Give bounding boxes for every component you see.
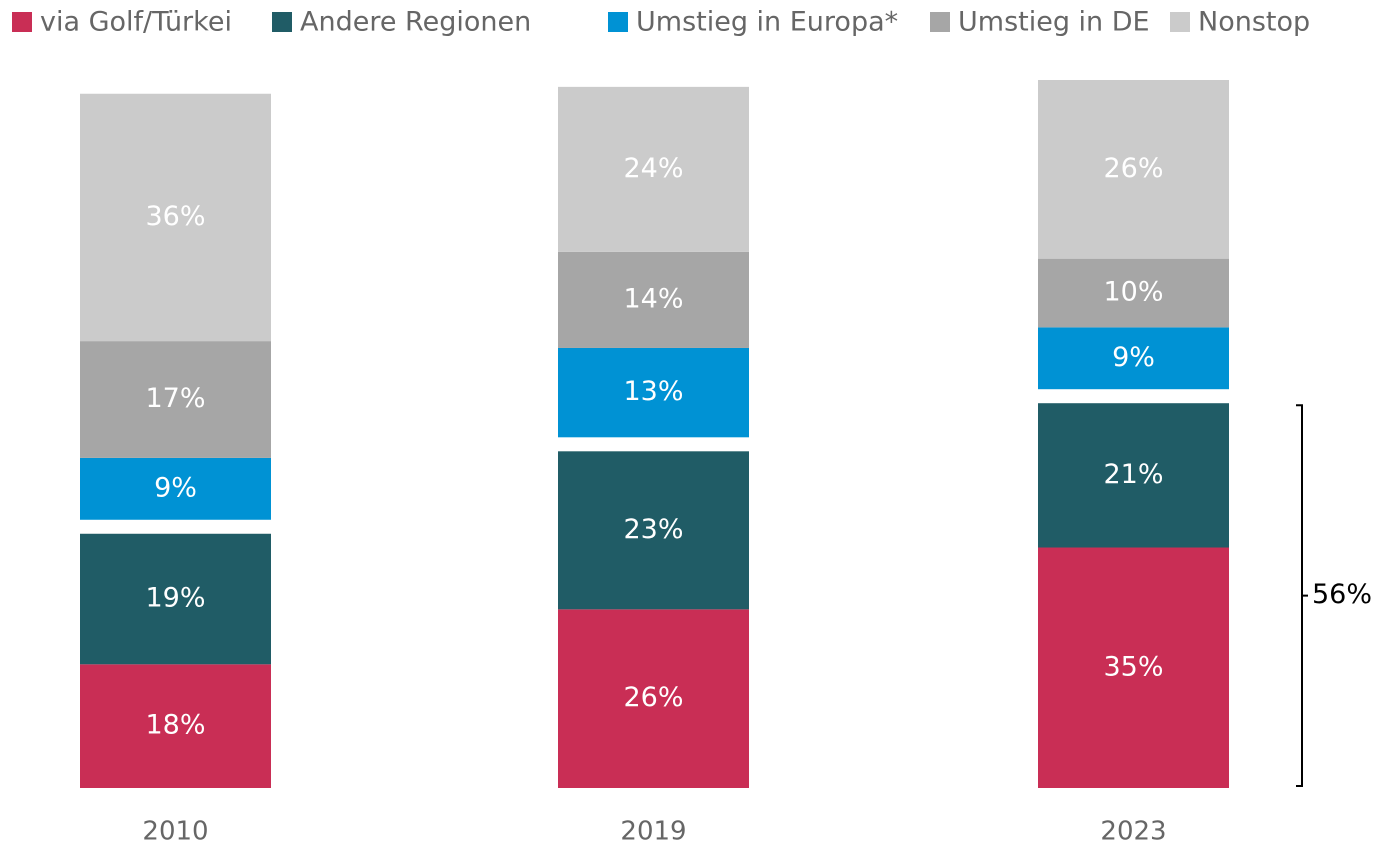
- bar-segment: [558, 609, 749, 788]
- value-label: 36%: [145, 201, 205, 232]
- legend-swatch: [1170, 12, 1190, 32]
- value-label: 14%: [623, 283, 683, 314]
- value-label: 9%: [154, 472, 197, 503]
- value-label: 18%: [145, 710, 205, 741]
- bar-segment: [1038, 403, 1229, 548]
- annotation: 56%: [1312, 579, 1372, 610]
- bar-segment: [80, 457, 271, 520]
- value-label: 24%: [623, 153, 683, 184]
- legend-label: Umstieg in Europa*: [636, 7, 898, 38]
- value-label: 26%: [1103, 153, 1163, 184]
- legend-label: Andere Regionen: [300, 7, 531, 38]
- value-label: 21%: [1103, 459, 1163, 490]
- value-label: 9%: [1112, 342, 1155, 373]
- bar-segment: [558, 86, 749, 252]
- x-tick-label: 2023: [1100, 817, 1166, 845]
- bar-segment: [1038, 80, 1229, 259]
- value-label: 35%: [1103, 651, 1163, 682]
- bar-segment: [80, 533, 271, 665]
- bar-segment: [558, 451, 749, 610]
- bar-segment: [80, 93, 271, 342]
- legend-label: Umstieg in DE: [958, 7, 1150, 38]
- bar-segment: [1038, 547, 1229, 788]
- bracket: [1296, 404, 1308, 787]
- bar-segment: [1038, 258, 1229, 328]
- legend-swatch: [608, 12, 628, 32]
- x-tick-label: 2010: [142, 817, 208, 845]
- bar-segment: [80, 664, 271, 788]
- value-label: 17%: [145, 383, 205, 414]
- value-label: 13%: [623, 376, 683, 407]
- bar-segment: [558, 251, 749, 348]
- legend-label: Nonstop: [1198, 7, 1310, 38]
- bar-segment: [80, 341, 271, 458]
- value-label: 26%: [623, 682, 683, 713]
- bar-segment: [558, 347, 749, 438]
- value-label: 10%: [1103, 277, 1163, 308]
- legend-swatch: [930, 12, 950, 32]
- legend-swatch: [12, 12, 32, 32]
- legend-swatch: [272, 12, 292, 32]
- value-label: 19%: [145, 583, 205, 614]
- value-label: 23%: [623, 514, 683, 545]
- legend-label: via Golf/Türkei: [40, 7, 232, 38]
- bar-segment: [1038, 327, 1229, 390]
- x-tick-label: 2019: [620, 817, 686, 845]
